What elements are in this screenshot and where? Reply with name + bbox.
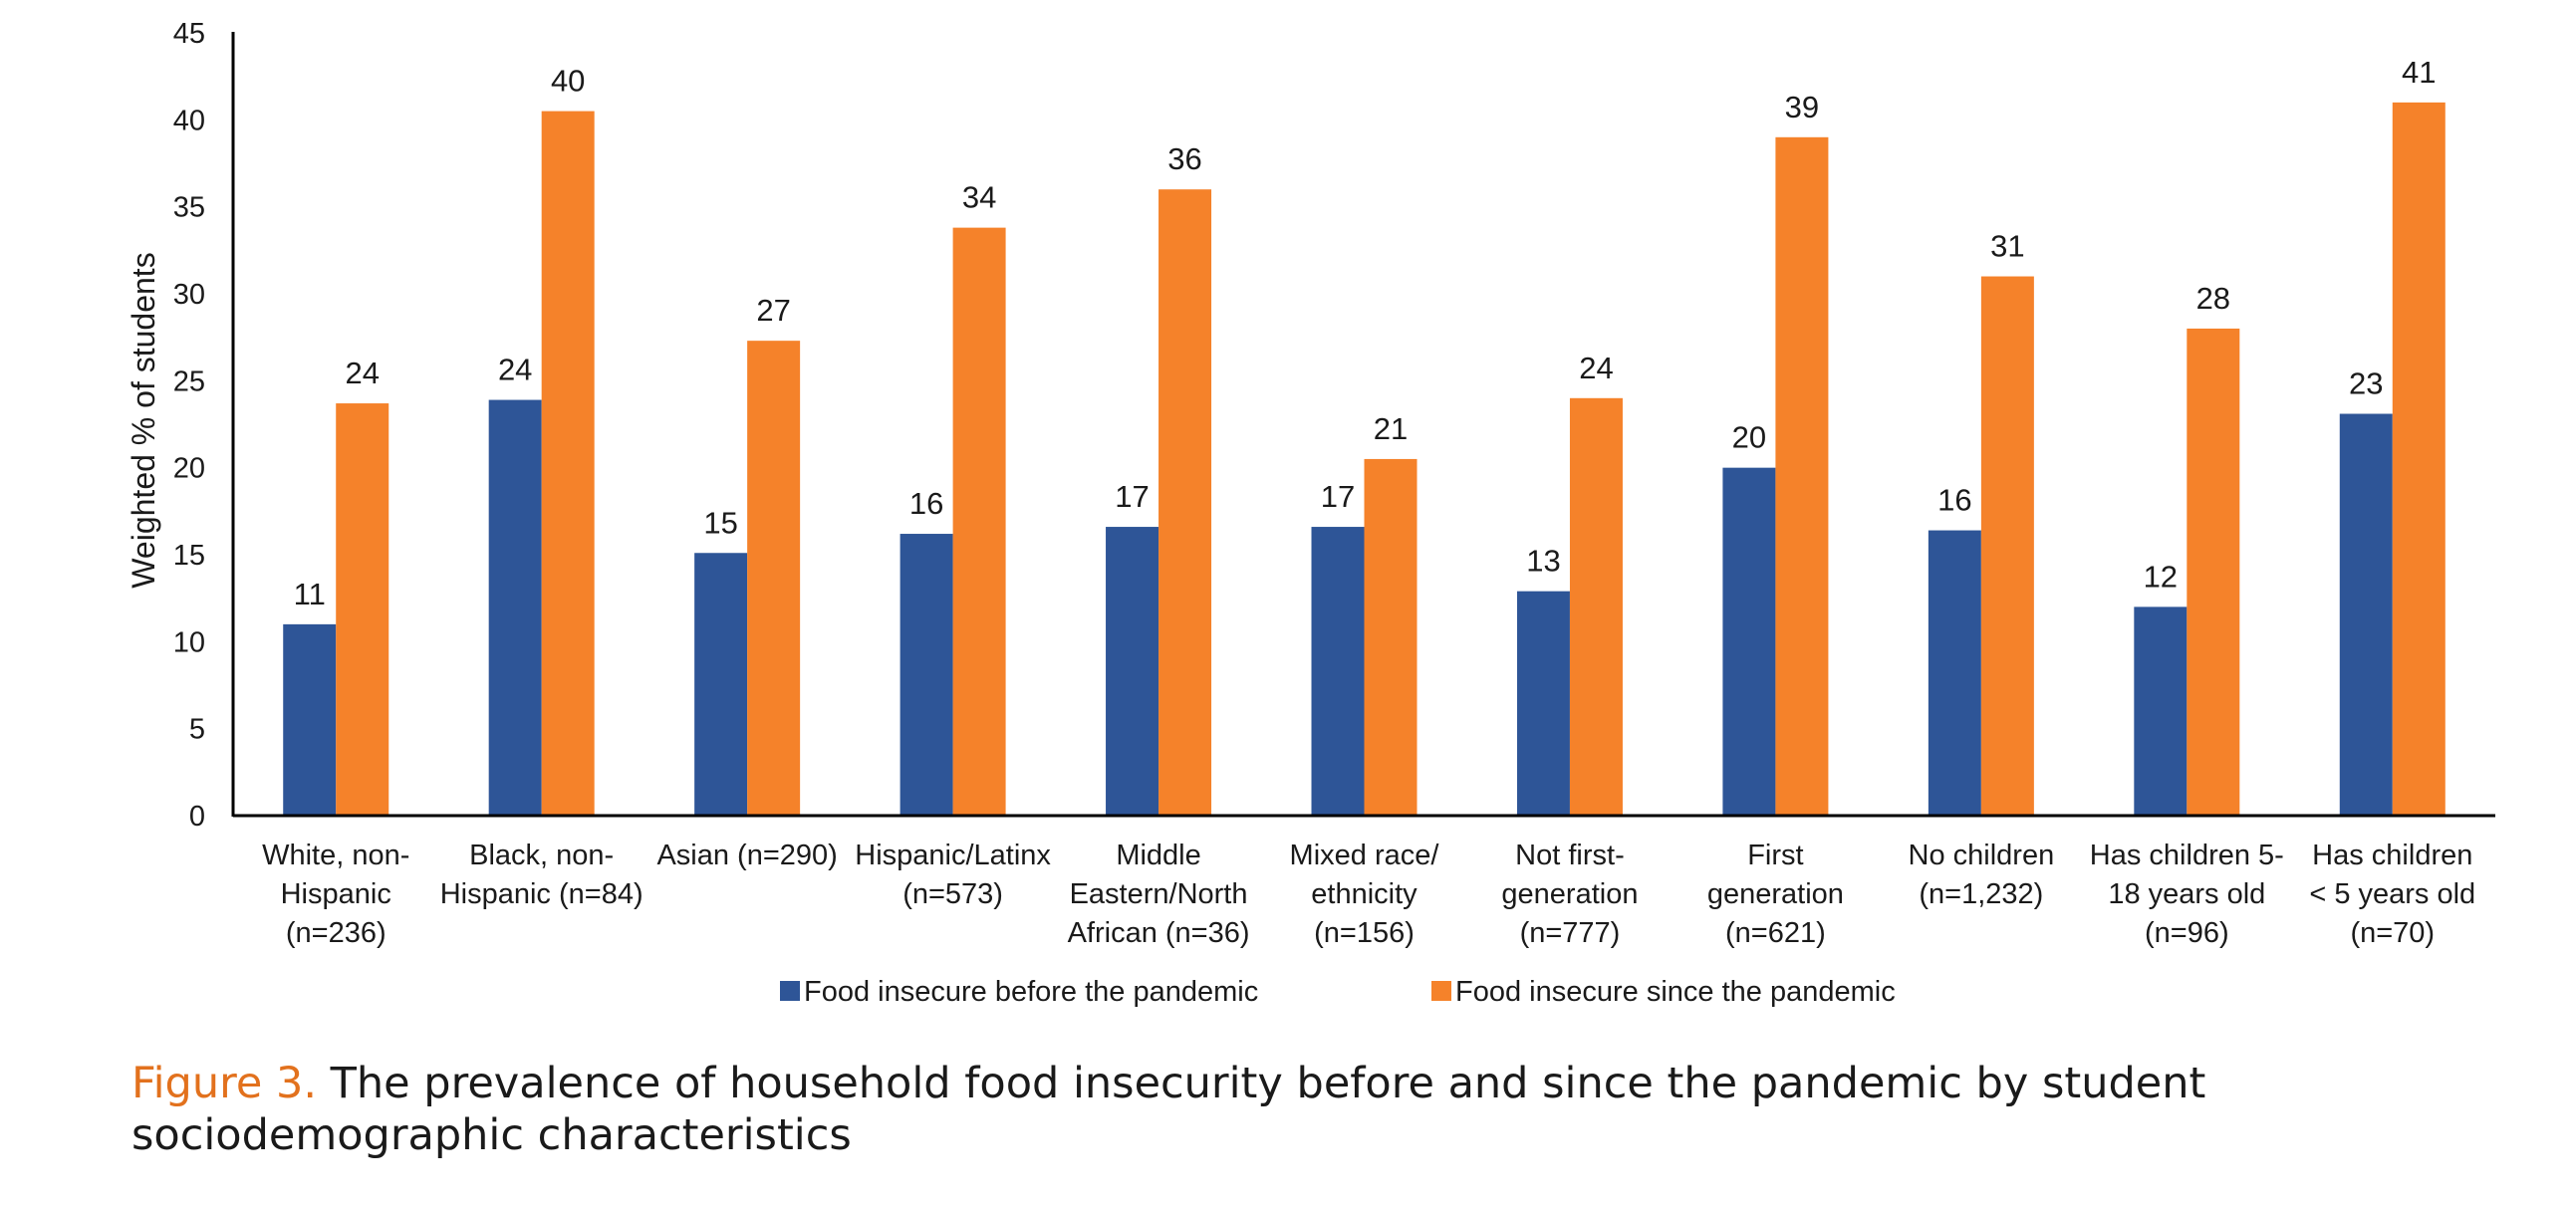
bar-since-pandemic: [1980, 276, 2034, 816]
y-tick-label: 25: [173, 365, 205, 397]
x-tick-label: Black, non-Hispanic (n=84): [440, 840, 644, 910]
bar-before-pandemic: [2339, 413, 2393, 816]
legend-label-since: Food insecure since the pandemic: [1455, 976, 1896, 1008]
bar-since-pandemic: [2187, 328, 2240, 816]
data-labels: 11 24 15 16 17 17 13 20 16 12 23 24 40 27 34 36 21 24 39 31…: [294, 55, 2437, 611]
data-label: 27: [756, 293, 790, 328]
x-tick-label: No children (n=1,232): [1909, 840, 2055, 910]
bar-before-pandemic: [900, 534, 953, 816]
bar-before-pandemic: [1928, 530, 1981, 816]
x-tick-label: Has children 5-18 years old (n=96): [2090, 840, 2284, 949]
figure-caption-text: The prevalence of household food insecur…: [131, 1059, 2206, 1160]
bar-since-pandemic: [1569, 397, 1623, 816]
bar-before-pandemic: [1722, 467, 1776, 816]
data-label: 20: [1732, 420, 1766, 455]
x-tick-label: Not first-generation (n=777): [1501, 840, 1638, 949]
x-tick-label: Mixed race/ethnicity (n=156): [1290, 840, 1440, 949]
bar-before-pandemic: [2134, 606, 2188, 816]
data-label: 16: [1937, 483, 1971, 518]
data-label: 34: [962, 180, 996, 215]
y-tick-label: 20: [173, 453, 205, 485]
y-tick-label: 15: [173, 540, 205, 572]
figure-caption-label: Figure 3.: [131, 1059, 317, 1108]
data-label: 24: [345, 356, 379, 390]
data-label: 24: [498, 353, 532, 387]
y-axis-label: Weighted % of students: [126, 252, 161, 588]
bar-since-pandemic: [1364, 458, 1417, 816]
data-label: 15: [703, 505, 737, 540]
legend-label-before: Food insecure before the pandemic: [804, 976, 1258, 1008]
bar-since-pandemic: [541, 111, 595, 817]
bar-since-pandemic: [2392, 102, 2446, 816]
y-tick-label: 40: [173, 105, 205, 136]
bar-before-pandemic: [1106, 527, 1159, 816]
data-label: 36: [1167, 141, 1201, 176]
data-label: 17: [1321, 479, 1355, 514]
legend-swatch-before: [780, 981, 800, 1001]
data-label: 28: [2196, 281, 2230, 316]
data-label: 31: [1990, 229, 2024, 264]
data-label: 16: [909, 486, 943, 521]
y-tick-label: 45: [173, 18, 205, 50]
y-tick-label: 0: [189, 801, 205, 833]
x-tick-label: First generation (n=621): [1707, 840, 1844, 949]
y-tick-label: 30: [173, 279, 205, 311]
data-label: 12: [2144, 559, 2178, 594]
bar-since-pandemic: [952, 227, 1006, 817]
bar-since-pandemic: [336, 403, 389, 816]
y-tick-label: 35: [173, 192, 205, 224]
x-tick-label: Has children < 5 years old (n=70): [2309, 840, 2475, 949]
data-label: 23: [2349, 366, 2383, 401]
legend: Food insecure before the pandemic Food i…: [780, 976, 1896, 1008]
bar-since-pandemic: [1159, 189, 1212, 816]
figure-caption: Figure 3. The prevalence of household fo…: [131, 1058, 2423, 1161]
bar-before-pandemic: [488, 399, 542, 816]
x-tick-label: Hispanic/Latinx (n=573): [855, 840, 1051, 910]
bar-before-pandemic: [1311, 527, 1365, 816]
bars: [283, 102, 2446, 817]
bar-since-pandemic: [1775, 136, 1829, 817]
x-axis-tick-labels: White, non-Hispanic (n=236) Black, non-His…: [262, 840, 2475, 949]
y-tick-label: 10: [173, 626, 205, 658]
y-tick-label: 5: [189, 714, 205, 746]
data-label: 11: [294, 577, 326, 611]
data-label: 40: [551, 64, 585, 99]
data-label: 17: [1115, 479, 1149, 514]
data-label: 21: [1374, 411, 1408, 446]
y-axis-ticks: 0 5 10 15 20 25 30 35 40 45: [173, 18, 205, 833]
data-label: 41: [2402, 55, 2436, 90]
x-tick-label: Middle Eastern/North African (n=36): [1068, 840, 1250, 949]
bar-before-pandemic: [283, 623, 337, 816]
bar-before-pandemic: [1516, 591, 1570, 816]
data-label: 13: [1526, 544, 1560, 579]
legend-swatch-since: [1431, 981, 1451, 1001]
data-label: 24: [1579, 351, 1613, 385]
bar-since-pandemic: [747, 341, 801, 816]
x-tick-label: White, non-Hispanic (n=236): [262, 840, 409, 949]
x-tick-label: Asian (n=290): [656, 840, 837, 871]
data-label: 39: [1785, 90, 1819, 124]
bar-before-pandemic: [694, 553, 748, 816]
